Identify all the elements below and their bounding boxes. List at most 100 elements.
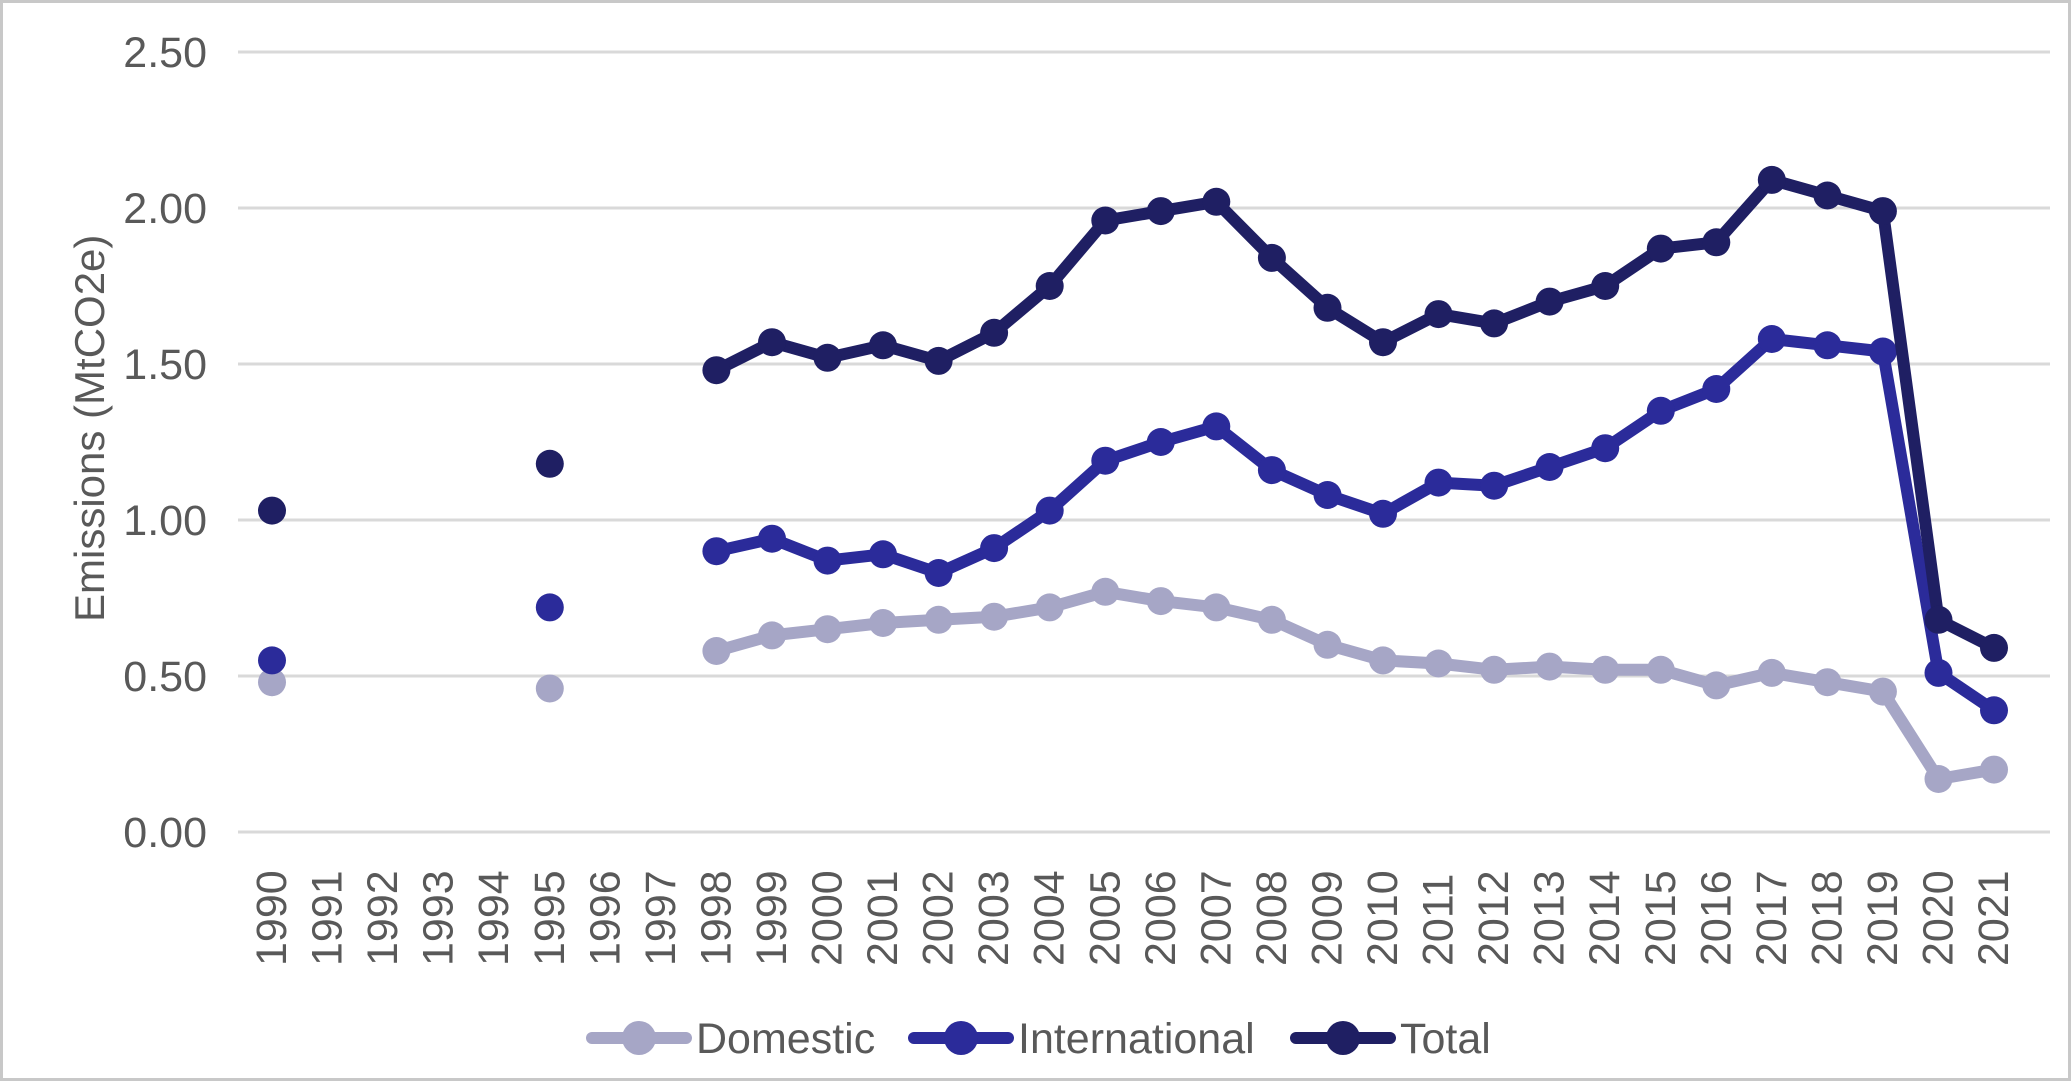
data-point-international-2004 <box>1035 496 1064 525</box>
data-point-total-2000 <box>813 343 842 372</box>
y-axis-tick-labels: 0.00 0.50 1.00 1.50 2.00 2.50 <box>123 29 207 857</box>
data-point-international-2018 <box>1813 331 1842 360</box>
data-point-total-2017 <box>1757 165 1786 194</box>
x-tick-label-1991: 1991 <box>304 870 352 966</box>
data-point-international-1998 <box>702 537 731 566</box>
data-point-international-2015 <box>1646 396 1675 425</box>
data-point-domestic-2012 <box>1480 655 1509 684</box>
x-tick-label-2007: 2007 <box>1192 870 1240 966</box>
data-point-total-2012 <box>1480 309 1509 338</box>
data-point-international-1995 <box>535 593 564 622</box>
x-tick-label-2020: 2020 <box>1915 870 1963 966</box>
data-point-international-2012 <box>1480 471 1509 500</box>
data-point-international-2014 <box>1591 434 1620 463</box>
data-point-domestic-2014 <box>1591 655 1620 684</box>
series-line-domestic <box>710 585 2000 785</box>
data-point-total-2016 <box>1702 228 1731 257</box>
data-point-total-2015 <box>1646 234 1675 263</box>
data-point-domestic-2003 <box>980 602 1009 631</box>
data-point-international-1990 <box>258 646 286 675</box>
x-axis-tick-labels: 1990 1991 1992 1993 1994 1995 1996 1997 1998 1999… <box>248 870 2018 966</box>
data-point-domestic-2020 <box>1924 765 1953 793</box>
x-tick-label-1990: 1990 <box>248 870 296 966</box>
data-point-domestic-1998 <box>702 637 731 665</box>
data-point-total-2014 <box>1591 272 1620 300</box>
data-point-total-1998 <box>702 356 731 385</box>
x-tick-label-2016: 2016 <box>1692 870 1740 966</box>
x-tick-label-1995: 1995 <box>526 870 574 966</box>
x-tick-label-2021: 2021 <box>1970 870 2018 966</box>
x-tick-label-2006: 2006 <box>1137 870 1185 966</box>
data-point-domestic-2021 <box>1980 755 2008 784</box>
data-point-total-2019 <box>1868 197 1897 226</box>
y-axis-title: Emissions (MtCO2e) <box>66 235 113 622</box>
y-tick-label-0.00: 0.00 <box>123 809 207 857</box>
legend-label-international: International <box>1018 1015 1255 1063</box>
series-international <box>258 325 2008 725</box>
x-tick-label-2001: 2001 <box>859 870 907 966</box>
x-tick-label-2004: 2004 <box>1026 870 1074 966</box>
data-point-domestic-2000 <box>813 615 842 644</box>
data-point-domestic-2019 <box>1868 677 1897 706</box>
y-tick-label-1.00: 1.00 <box>123 497 207 545</box>
data-point-domestic-2009 <box>1313 630 1342 659</box>
data-point-total-2004 <box>1035 272 1064 300</box>
data-point-international-2001 <box>869 540 897 569</box>
data-point-total-1995 <box>535 449 564 478</box>
legend-marker-dot-international <box>944 1021 978 1055</box>
data-point-total-2021 <box>1980 633 2008 662</box>
data-point-domestic-1995 <box>535 674 564 703</box>
data-point-domestic-2001 <box>869 609 897 637</box>
data-point-total-1990 <box>258 496 286 525</box>
y-tick-label-1.50: 1.50 <box>123 341 207 389</box>
y-tick-label-0.50: 0.50 <box>123 653 207 701</box>
x-tick-label-2018: 2018 <box>1803 870 1851 966</box>
legend-label-total: Total <box>1400 1015 1491 1063</box>
x-tick-label-1994: 1994 <box>470 870 518 966</box>
data-point-international-2006 <box>1146 428 1175 456</box>
series-total <box>258 165 2008 662</box>
data-point-domestic-2016 <box>1702 671 1731 700</box>
data-point-domestic-2002 <box>924 605 953 634</box>
x-tick-label-2002: 2002 <box>915 870 963 966</box>
x-tick-label-1993: 1993 <box>415 870 463 966</box>
data-point-total-2013 <box>1535 287 1564 316</box>
series-layer <box>258 165 2008 793</box>
data-point-domestic-2018 <box>1813 668 1842 697</box>
data-point-international-2010 <box>1369 499 1397 528</box>
x-tick-label-1996: 1996 <box>581 870 629 966</box>
data-point-international-2009 <box>1313 481 1342 509</box>
data-point-domestic-2004 <box>1035 593 1064 622</box>
data-point-total-2008 <box>1257 243 1286 272</box>
data-point-domestic-1990 <box>258 668 286 697</box>
y-tick-label-2.00: 2.00 <box>123 185 207 233</box>
data-point-domestic-2011 <box>1424 649 1453 678</box>
data-point-international-2013 <box>1535 453 1564 481</box>
x-tick-label-2012: 2012 <box>1470 870 1518 966</box>
x-tick-label-2015: 2015 <box>1637 870 1685 966</box>
series-line-total <box>710 173 2000 654</box>
data-point-international-2002 <box>924 559 953 587</box>
x-tick-label-1997: 1997 <box>637 870 685 966</box>
data-point-international-2016 <box>1702 375 1731 403</box>
data-point-international-2017 <box>1757 325 1786 353</box>
data-point-international-2003 <box>980 534 1009 563</box>
legend-item-total: Total <box>1290 1015 1491 1063</box>
legend-item-international: International <box>908 1015 1255 1063</box>
data-point-total-2001 <box>869 331 897 360</box>
data-point-domestic-2015 <box>1646 655 1675 684</box>
data-point-total-2018 <box>1813 181 1842 210</box>
data-point-international-2008 <box>1257 456 1286 485</box>
data-point-domestic-2007 <box>1202 593 1231 622</box>
x-tick-label-2010: 2010 <box>1359 870 1407 966</box>
data-point-international-2005 <box>1091 446 1120 475</box>
x-tick-label-2017: 2017 <box>1748 870 1796 966</box>
data-point-total-2020 <box>1924 605 1953 634</box>
data-point-domestic-2010 <box>1369 646 1397 675</box>
data-point-total-2010 <box>1369 328 1397 357</box>
legend-marker-dot-domestic <box>622 1021 656 1055</box>
legend: Domestic International Total <box>586 1015 1491 1063</box>
data-point-domestic-2013 <box>1535 652 1564 681</box>
data-point-total-2003 <box>980 318 1009 347</box>
